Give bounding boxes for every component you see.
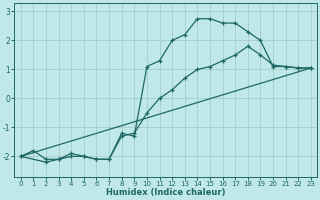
X-axis label: Humidex (Indice chaleur): Humidex (Indice chaleur): [106, 188, 226, 197]
